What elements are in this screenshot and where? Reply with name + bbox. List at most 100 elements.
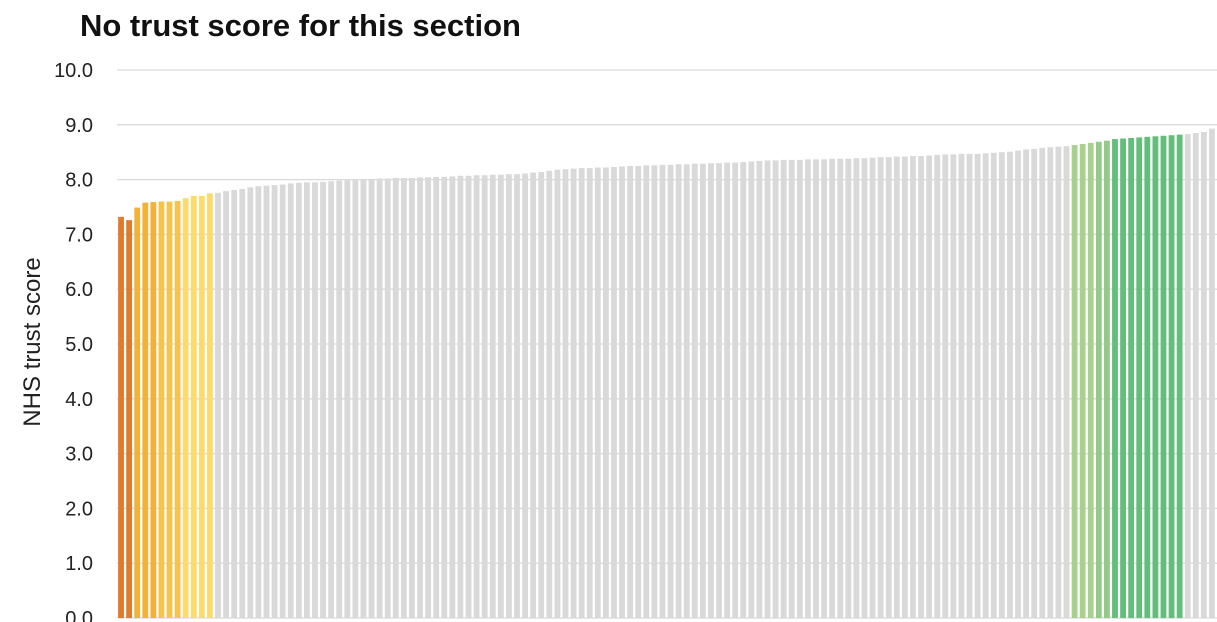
bar bbox=[602, 167, 609, 619]
bar bbox=[732, 162, 739, 619]
bar bbox=[1160, 135, 1167, 618]
bar bbox=[118, 216, 124, 619]
bar bbox=[1136, 137, 1143, 618]
bar bbox=[223, 191, 229, 619]
bar bbox=[1120, 138, 1126, 618]
bar bbox=[708, 163, 714, 618]
bar bbox=[1015, 150, 1021, 618]
bar bbox=[570, 168, 577, 618]
bar bbox=[877, 157, 884, 618]
y-tick-label: 6.0 bbox=[65, 279, 93, 301]
bar bbox=[1063, 146, 1070, 619]
bar bbox=[1192, 133, 1199, 618]
bar bbox=[578, 168, 585, 618]
bar bbox=[845, 158, 852, 618]
bar bbox=[716, 163, 722, 618]
bar bbox=[473, 175, 480, 618]
y-tick-label: 10.0 bbox=[54, 60, 93, 82]
bar bbox=[990, 152, 997, 618]
bar bbox=[344, 180, 351, 618]
bar bbox=[837, 158, 844, 618]
bar bbox=[320, 181, 326, 619]
bar bbox=[1031, 148, 1038, 618]
bar bbox=[384, 178, 391, 618]
y-tick-label: 3.0 bbox=[65, 444, 93, 466]
bar bbox=[1071, 145, 1078, 618]
bar bbox=[901, 156, 908, 618]
bar bbox=[998, 152, 1005, 618]
bars bbox=[118, 128, 1215, 619]
bar bbox=[546, 170, 553, 618]
y-tick-label: 0.0 bbox=[65, 608, 93, 622]
bar bbox=[538, 171, 545, 618]
bar bbox=[239, 188, 246, 619]
bar bbox=[481, 175, 488, 618]
bar bbox=[198, 196, 205, 619]
bar bbox=[1047, 147, 1054, 618]
y-tick-label: 4.0 bbox=[65, 389, 93, 411]
bar bbox=[166, 201, 173, 618]
bar bbox=[918, 156, 924, 619]
bar bbox=[368, 179, 375, 619]
bar bbox=[643, 165, 650, 618]
bar bbox=[457, 175, 464, 618]
bar bbox=[514, 174, 520, 618]
bar bbox=[861, 158, 868, 619]
bar bbox=[215, 192, 221, 618]
bar bbox=[1152, 136, 1159, 618]
bar bbox=[247, 187, 254, 618]
bar bbox=[635, 165, 642, 618]
bar bbox=[740, 162, 747, 618]
bar bbox=[417, 177, 423, 618]
bar bbox=[942, 154, 949, 618]
bar bbox=[1039, 147, 1046, 618]
bar bbox=[683, 164, 690, 618]
bar bbox=[1087, 142, 1094, 618]
bar bbox=[207, 193, 213, 619]
bar bbox=[312, 182, 318, 618]
bar bbox=[1079, 143, 1086, 619]
bar bbox=[627, 165, 634, 618]
bar bbox=[796, 159, 803, 618]
bar bbox=[958, 153, 965, 618]
bar bbox=[449, 176, 456, 618]
bar bbox=[328, 181, 335, 619]
bar bbox=[594, 167, 601, 619]
bar bbox=[1112, 139, 1118, 619]
bar bbox=[506, 174, 512, 618]
bar bbox=[893, 156, 900, 618]
bar bbox=[926, 155, 933, 619]
bar bbox=[586, 168, 593, 618]
bar bbox=[869, 157, 876, 618]
bar bbox=[788, 159, 795, 618]
bar bbox=[150, 202, 157, 618]
bar bbox=[554, 169, 561, 619]
bar bbox=[489, 174, 496, 619]
bar bbox=[360, 179, 367, 619]
bar bbox=[1007, 151, 1013, 618]
bar bbox=[400, 177, 407, 618]
y-axis-ticks: 0.0 1.0 2.0 3.0 4.0 5.0 6.0 7.0 8.0 9.0 10.0 bbox=[54, 60, 93, 622]
bar bbox=[392, 177, 399, 618]
bar bbox=[279, 184, 286, 618]
bar bbox=[182, 198, 189, 619]
bar bbox=[1055, 146, 1062, 618]
bar bbox=[813, 159, 819, 618]
bar bbox=[699, 163, 706, 618]
bar bbox=[764, 160, 771, 619]
chart-title: No trust score for this section bbox=[80, 8, 521, 43]
bar bbox=[966, 153, 973, 618]
y-tick-label: 2.0 bbox=[65, 498, 93, 520]
bar bbox=[651, 165, 658, 618]
bar bbox=[805, 159, 811, 618]
bar bbox=[853, 158, 860, 619]
bar bbox=[263, 185, 270, 618]
bar bbox=[659, 164, 666, 619]
y-axis-title: NHS trust score bbox=[19, 257, 46, 426]
bar bbox=[231, 190, 238, 618]
bar bbox=[950, 154, 957, 618]
bar bbox=[336, 180, 343, 618]
bar bbox=[934, 154, 941, 618]
y-tick-label: 1.0 bbox=[65, 553, 93, 575]
bar bbox=[724, 162, 731, 619]
